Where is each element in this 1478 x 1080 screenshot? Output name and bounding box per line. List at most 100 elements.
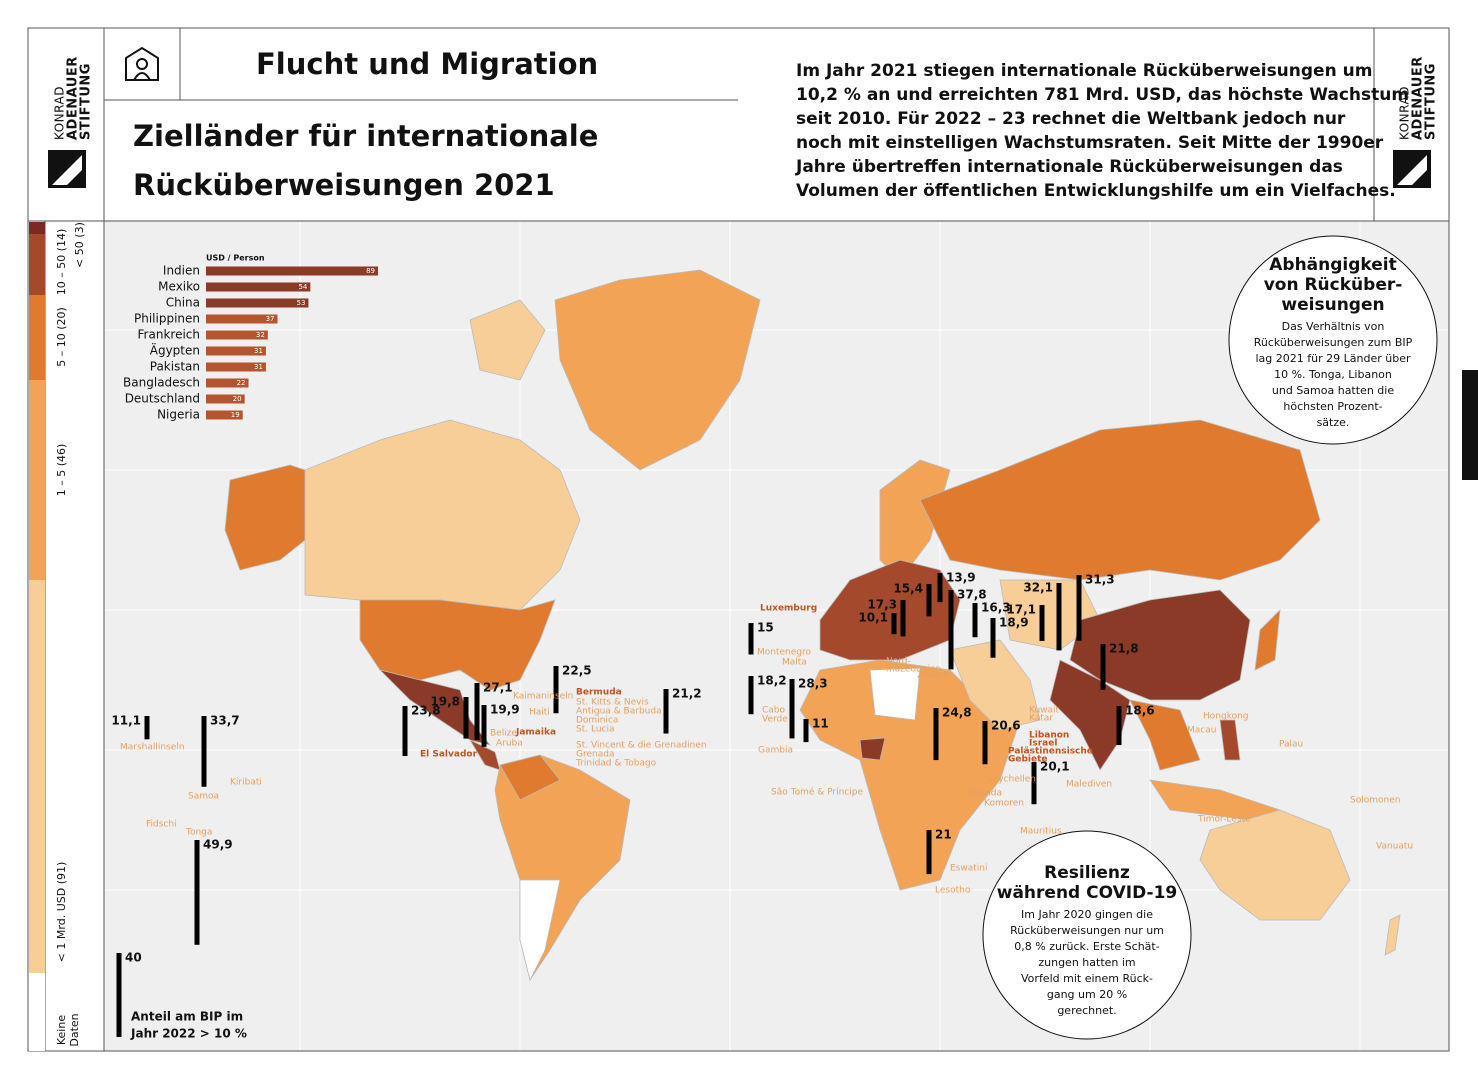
category-label: Nigeria — [157, 408, 200, 422]
logo-mark-cut — [52, 155, 82, 185]
gdp-value-label: 28,3 — [798, 677, 828, 691]
world-map — [224, 269, 1401, 982]
country-label: Gebiete — [1008, 755, 1048, 765]
bar — [206, 362, 266, 372]
country-label: Zypern — [917, 671, 949, 681]
intro-text: noch mit einstelligen Wachstumsraten. Se… — [796, 133, 1384, 153]
bar — [206, 410, 243, 420]
gdp-bar — [1116, 706, 1122, 746]
country-label: Antigua & Barbuda — [576, 707, 662, 717]
gdp-bar — [748, 676, 754, 715]
legend-swatch — [29, 380, 45, 580]
value-label: 22 — [237, 379, 246, 387]
callout-text: Im Jahr 2020 gingen die — [1021, 908, 1153, 921]
gdp-value-label: 49,9 — [203, 838, 233, 852]
gdp-bar — [1031, 762, 1037, 805]
gdp-value-label: 15,4 — [893, 582, 923, 596]
country-label: Mauritius — [1020, 827, 1062, 837]
bar — [206, 282, 311, 292]
value-label: 31 — [254, 363, 263, 371]
gdp-bar — [481, 705, 487, 747]
callout-circle — [982, 830, 1192, 1040]
country-label: Haiti — [529, 708, 550, 718]
country-label: Marshallinseln — [120, 743, 185, 753]
country-label: Trinidad & Tobago — [575, 759, 657, 769]
country-label: Bermuda — [576, 688, 622, 698]
legend-label: 5 – 10 (20) — [55, 307, 68, 367]
callout-title: Abhängigkeit — [1269, 255, 1397, 275]
gdp-bar — [937, 573, 943, 603]
gdp-value-label: 21 — [935, 828, 952, 842]
category-label: Bangladesch — [123, 376, 200, 390]
callout-text: sätze. — [1317, 416, 1350, 429]
country-label: Lesotho — [935, 886, 971, 896]
callout-text: Vorfeld mit einem Rück- — [1021, 972, 1153, 985]
category-label: Philippinen — [134, 312, 200, 326]
gdp-bar — [933, 708, 939, 761]
gdp-note: Anteil am BIP im — [131, 1010, 243, 1024]
gdp-bar — [803, 719, 809, 743]
gdp-bar — [463, 697, 469, 739]
category-label: Pakistan — [150, 360, 200, 374]
gdp-bar — [474, 683, 480, 740]
country-label: Fidschi — [146, 820, 177, 830]
country-label: Katar — [1029, 714, 1053, 724]
callout-title: weisungen — [1281, 295, 1384, 315]
callout-text: gang um 20 % — [1047, 988, 1127, 1001]
legend-label: < 50 (3) — [73, 222, 86, 268]
gdp-value-label: 18,2 — [757, 674, 787, 688]
callout-text: lag 2021 für 29 Länder über — [1256, 352, 1411, 365]
gdp-bar — [1076, 575, 1082, 641]
callout-text: höchsten Prozent- — [1283, 400, 1382, 413]
side-tab — [1462, 370, 1478, 480]
country-label: Ruanda — [968, 789, 1002, 799]
legend-label: Daten — [68, 1013, 81, 1046]
gdp-bar — [144, 716, 150, 740]
intro-text: 10,2 % an und erreichten 781 Mrd. USD, d… — [796, 85, 1409, 105]
gdp-bar — [402, 706, 408, 756]
value-label: 37 — [266, 315, 275, 323]
value-label: 54 — [298, 283, 307, 291]
gdp-bar — [748, 623, 754, 655]
value-label: 32 — [256, 331, 265, 339]
gdp-bar — [900, 600, 906, 637]
gdp-bar — [194, 840, 200, 945]
country-label: Komoren — [984, 799, 1024, 809]
category-label: Frankreich — [138, 328, 200, 342]
bar — [206, 394, 245, 404]
callout-text: Das Verhältnis von — [1282, 320, 1385, 333]
gdp-value-label: 17,1 — [1006, 603, 1036, 617]
value-label: 31 — [254, 347, 263, 355]
logo-mark-cut — [1397, 155, 1427, 185]
gdp-value-label: 18,9 — [999, 616, 1029, 630]
main-title: Zielländer für internationale — [133, 119, 598, 153]
gdp-bar — [201, 716, 207, 787]
gdp-bar — [982, 721, 988, 765]
value-label: 20 — [233, 395, 242, 403]
callout-title: von Rücküber- — [1264, 275, 1403, 295]
country-label: Tonga — [185, 828, 212, 838]
country-label: Belize — [490, 729, 517, 739]
category-label: China — [166, 296, 200, 310]
country-label: Luxemburg — [760, 604, 817, 614]
gdp-value-label: 20,6 — [991, 719, 1021, 733]
gdp-bar — [1056, 583, 1062, 651]
legend-label: < 1 Mrd. USD (91) — [55, 862, 68, 963]
category-label: Ägypten — [150, 343, 200, 358]
brand-text: KONRAD — [1398, 86, 1412, 140]
gdp-value-label: 19,8 — [430, 695, 460, 709]
callout-text: 0,8 % zurück. Erste Schät- — [1014, 940, 1159, 953]
legend-swatch — [29, 222, 45, 234]
gdp-bar — [789, 679, 795, 739]
legend-swatch — [29, 234, 45, 295]
callout-text: Rücküberweisungen zum BIP — [1254, 336, 1413, 349]
country-label: Kaimaninseln — [513, 692, 573, 702]
callout-text: und Samoa hatten die — [1272, 384, 1394, 397]
bar — [206, 330, 268, 340]
legend-swatch — [29, 973, 45, 1051]
legend-label: 1 – 5 (46) — [55, 444, 68, 497]
gdp-bar — [116, 953, 122, 1037]
country-label: Palau — [1279, 740, 1303, 750]
